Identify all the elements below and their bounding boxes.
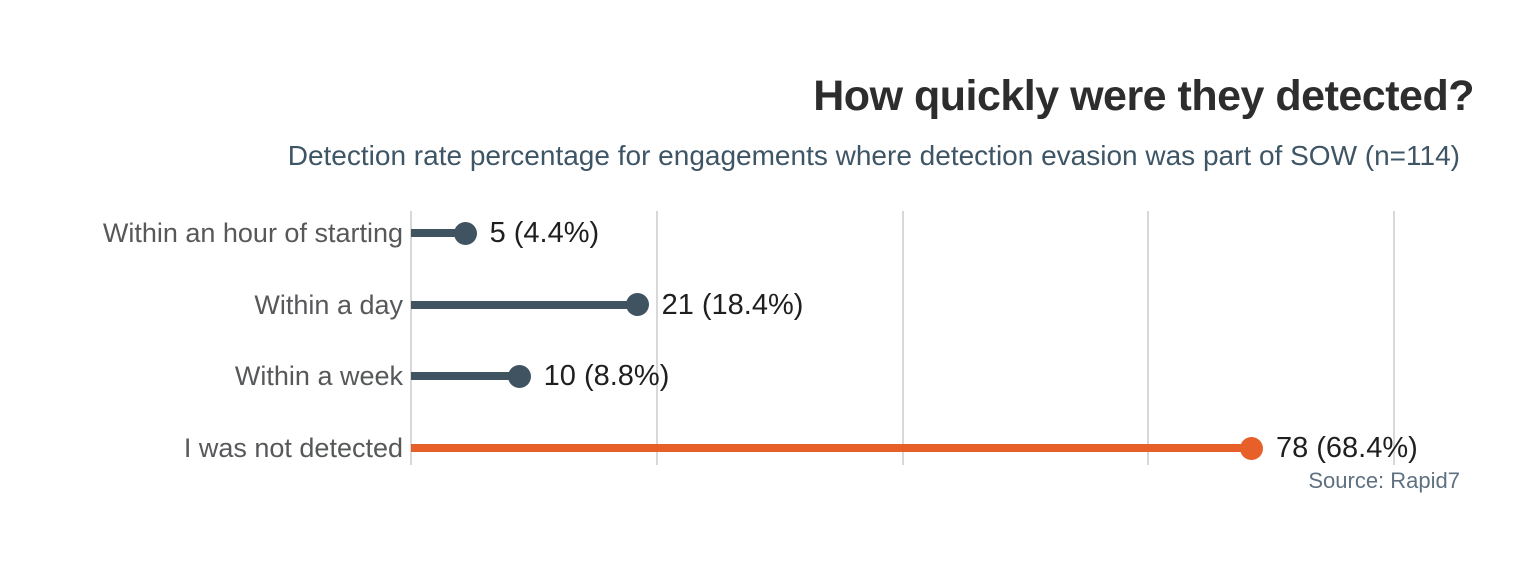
source-credit: Source: Rapid7 [1308,468,1460,493]
lollipop-dot [453,221,477,245]
gridline [1393,211,1395,465]
lollipop-dot [1239,436,1263,460]
gridline [410,211,412,465]
value-label: 78 (68.4%) [1275,432,1418,464]
chart-subtitle: Detection rate percentage for engagement… [287,140,1460,171]
lollipop-stem [411,300,638,309]
value-label: 10 (8.8%) [543,360,670,393]
gridline [655,211,658,465]
lollipop-stem [411,372,520,381]
value-label: 5 (4.4%) [489,217,600,249]
category-label: Within a week [234,361,403,392]
value-label: 21 (18.4%) [661,288,804,321]
lollipop-stem [411,229,466,237]
lollipop-dot [507,364,531,388]
chart-title: How quickly were they detected? [813,72,1474,120]
lollipop-stem [411,444,1252,452]
category-label: Within an hour of starting [102,218,403,248]
category-label: Within a day [254,289,403,320]
gridline [1147,211,1150,465]
gridline [901,211,904,465]
category-label: I was not detected [183,433,403,463]
lollipop-dot [625,293,649,317]
